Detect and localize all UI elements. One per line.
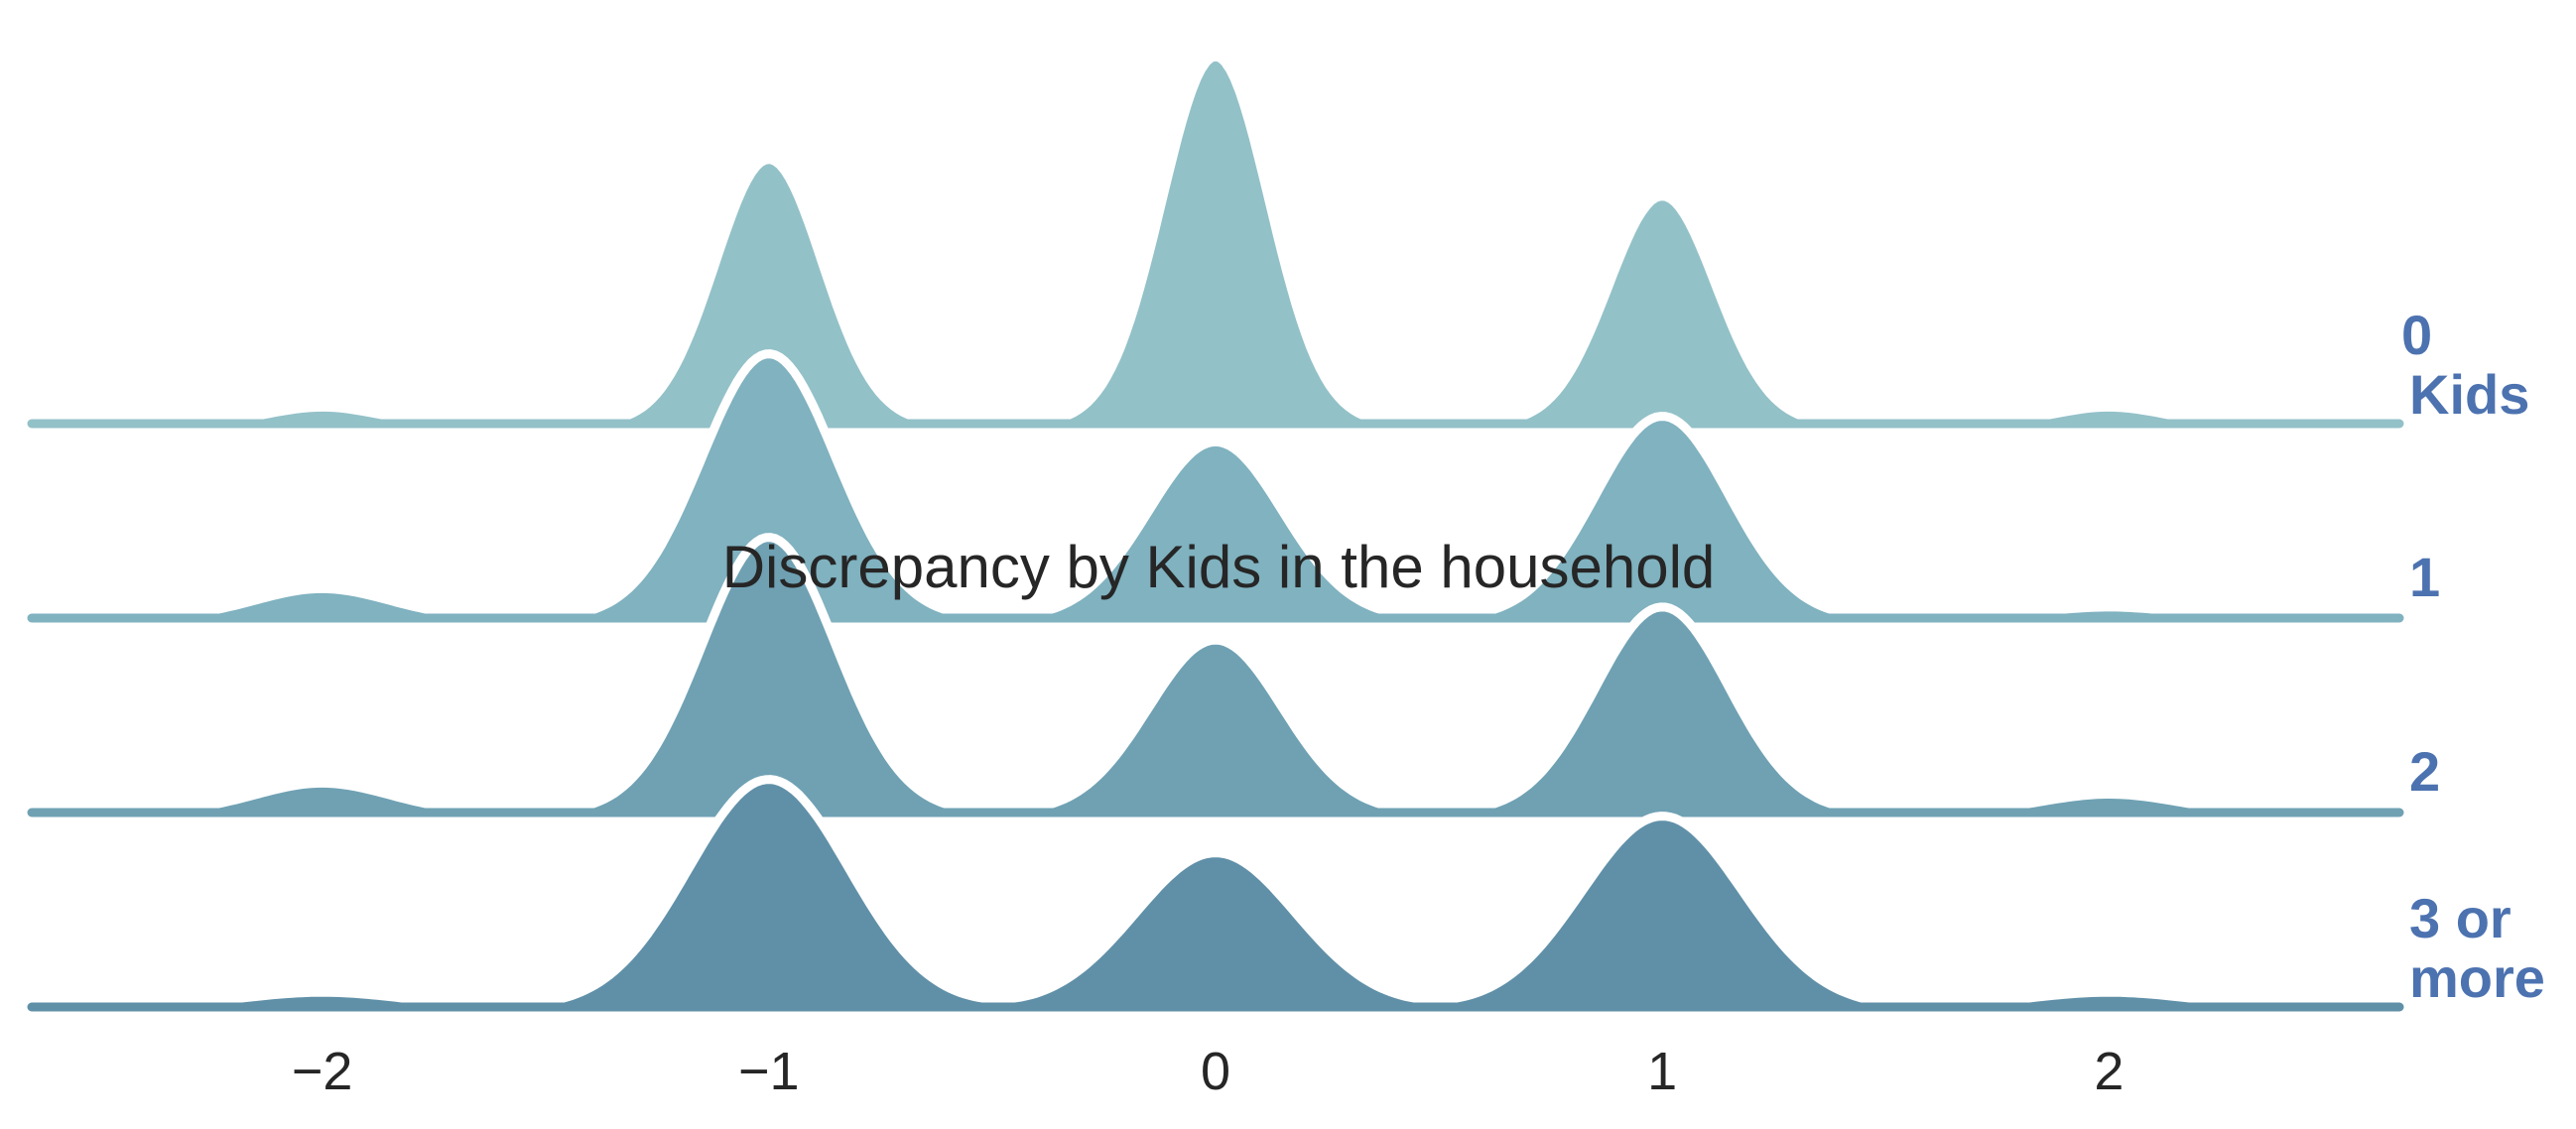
- ridge-area: [32, 537, 2399, 813]
- x-tick-label: −1: [738, 1042, 800, 1101]
- row-label: more: [2409, 946, 2545, 1009]
- ridge-area: [32, 353, 2399, 618]
- row-label: 3 or: [2409, 887, 2512, 949]
- ridge-area: [32, 57, 2399, 424]
- row-label: 0: [2401, 304, 2432, 366]
- x-tick-label: 2: [2094, 1042, 2124, 1101]
- ridge-area: [32, 779, 2399, 1007]
- ridge-series: [27, 775, 2404, 1012]
- ridge-outline: [32, 775, 2399, 1012]
- row-label: 1: [2409, 546, 2440, 608]
- x-tick-label: 0: [1201, 1042, 1230, 1101]
- ridges-layer: [27, 52, 2404, 1012]
- ridge-series: [27, 349, 2404, 623]
- x-axis-ticks: −2 −1 0 1 2: [292, 1042, 2125, 1101]
- ridge-series: [27, 52, 2404, 429]
- ridge-series: [27, 533, 2404, 817]
- ridge-outline: [32, 533, 2399, 817]
- x-tick-label: −2: [292, 1042, 353, 1101]
- row-label: 2: [2409, 740, 2440, 803]
- chart-title: Discrepancy by Kids in the household: [722, 534, 1716, 600]
- row-label: Kids: [2409, 363, 2529, 426]
- x-tick-label: 1: [1647, 1042, 1677, 1101]
